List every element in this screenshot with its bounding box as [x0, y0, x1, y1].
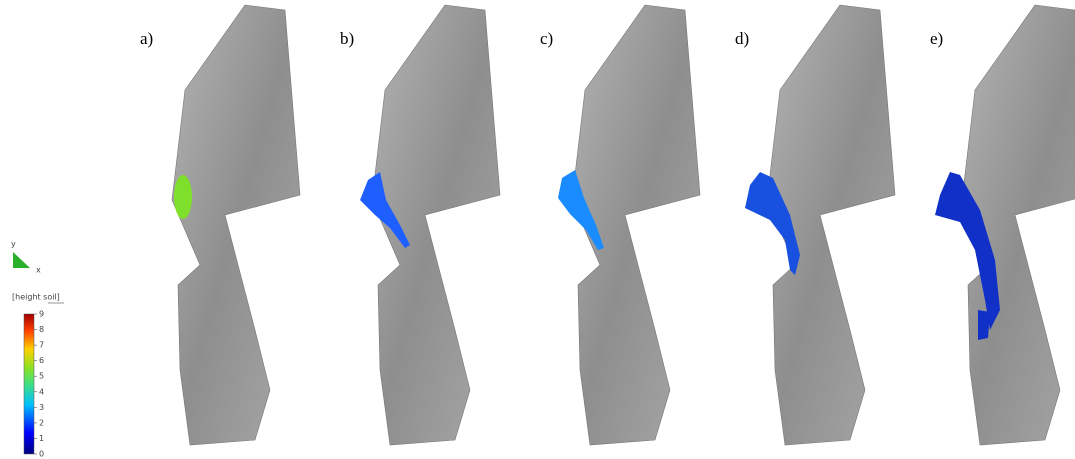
figure: a) b) c) d) e) y x [height soil] 0 1 2 3 4 5 6 7 8 9 [0, 0, 1075, 459]
colorbar-tick-label: 5 [39, 372, 44, 381]
panel-label: e) [930, 29, 943, 48]
flow-deposit [174, 175, 192, 219]
colorbar-tick-label: 7 [39, 341, 44, 350]
panel: b) [340, 5, 500, 445]
colorbar-tick-label: 9 [39, 310, 44, 319]
colorbar-ticks: 0 1 2 3 4 5 6 7 8 9 [34, 310, 44, 459]
panel-label: d) [735, 29, 749, 48]
panel: e) [930, 5, 1075, 445]
axis-x-label: x [36, 266, 41, 275]
colorbar-tick-label: 8 [39, 325, 44, 334]
legend-title: [height soil] [12, 293, 60, 302]
colorbar-tick-label: 2 [39, 418, 44, 427]
colorbar-tick-label: 4 [39, 387, 44, 396]
axis-y-label: y [11, 240, 16, 249]
colorbar [24, 314, 34, 454]
panel-label: a) [140, 29, 153, 48]
terrain [172, 5, 300, 445]
colorbar-tick-label: 1 [39, 434, 44, 443]
colorbar-tick-label: 6 [39, 356, 44, 365]
axis-indicator: y x [11, 240, 41, 275]
panel-label: c) [540, 29, 553, 48]
panel-label: b) [340, 29, 354, 48]
panel: d) [735, 5, 895, 445]
axis-triangle [13, 252, 30, 268]
colorbar-tick-label: 0 [39, 450, 44, 459]
panel: a) [140, 5, 300, 445]
panel: c) [540, 5, 700, 445]
panels: a) b) c) d) e) [140, 5, 1075, 445]
colorbar-tick-label: 3 [39, 403, 44, 412]
